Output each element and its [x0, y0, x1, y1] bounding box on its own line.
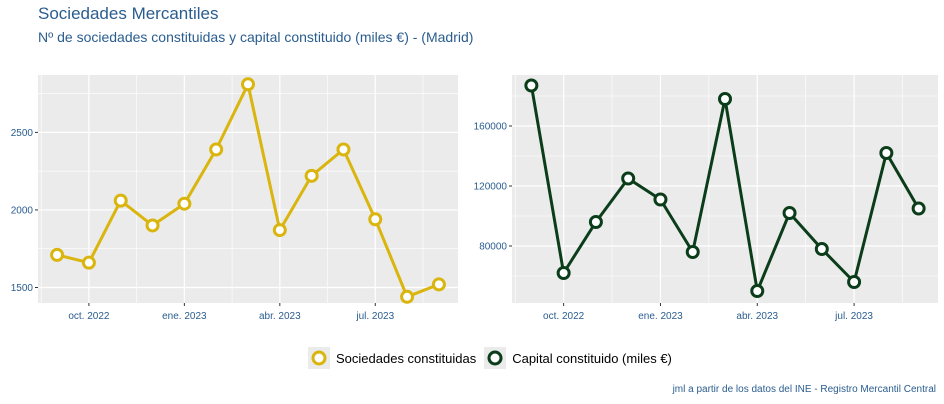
data-point — [524, 78, 539, 93]
legend-item-capital: Capital constituido (miles €) — [484, 347, 672, 369]
data-point — [750, 284, 765, 298]
legend-key-capital — [484, 347, 507, 369]
legend-item-sociedades: Sociedades constituidas — [308, 347, 476, 369]
panel-1: 1500 2000 2500 oct. 2022 ene. 2023 abr. 2023 j… — [11, 75, 458, 322]
chart-title: Sociedades Mercantiles — [38, 4, 219, 23]
data-point — [400, 289, 415, 304]
data-point — [431, 277, 446, 292]
data-point — [304, 168, 319, 183]
data-point — [814, 242, 829, 256]
data-point — [177, 196, 192, 211]
y-tick-label: 2500 — [11, 128, 34, 139]
data-point — [621, 171, 636, 186]
data-point — [879, 146, 894, 160]
legend-label-sociedades: Sociedades constituidas — [336, 350, 477, 366]
x-tick-label: abr. 2023 — [259, 311, 301, 322]
data-point — [718, 92, 732, 106]
data-point — [336, 142, 351, 157]
data-point — [209, 142, 224, 157]
data-point — [653, 192, 668, 207]
panel-background — [512, 75, 938, 303]
data-point — [782, 206, 797, 220]
panel-background — [38, 75, 458, 303]
legend-label-capital: Capital constituido (miles €) — [512, 350, 672, 366]
x-tick-label: oct. 2022 — [68, 311, 110, 322]
y-tick-label: 160000 — [474, 122, 508, 133]
x-tick-label: jul. 2023 — [834, 311, 873, 322]
chart-subtitle: Nº de sociedades constituidas y capital … — [38, 29, 474, 45]
data-point — [113, 193, 128, 208]
data-point — [911, 201, 926, 216]
data-point — [588, 215, 603, 229]
y-tick-label: 1500 — [11, 283, 34, 294]
x-tick-label: jul. 2023 — [355, 311, 394, 322]
y-tick-label: 80000 — [479, 242, 507, 253]
caption: jml a partir de los datos del INE - Regi… — [672, 384, 936, 395]
data-point — [847, 275, 862, 289]
data-point — [272, 223, 287, 238]
legend-key-sociedades — [308, 347, 330, 369]
legend: Sociedades constituidas Capital constitu… — [308, 347, 680, 369]
data-point — [241, 77, 255, 92]
data-point — [145, 218, 160, 233]
data-point — [81, 255, 96, 270]
data-point — [368, 212, 383, 227]
x-tick-label: abr. 2023 — [736, 311, 778, 322]
y-tick-label: 2000 — [11, 205, 34, 216]
x-tick-label: ene. 2023 — [162, 311, 207, 322]
data-point — [685, 245, 700, 259]
y-tick-label: 120000 — [474, 182, 508, 193]
data-point — [556, 266, 571, 280]
data-point — [50, 247, 65, 262]
x-tick-label: oct. 2022 — [543, 311, 585, 322]
panel-2: 80000 120000 160000 oct. 2022 ene. 2023 abr. … — [474, 75, 938, 322]
x-tick-label: ene. 2023 — [638, 311, 683, 322]
